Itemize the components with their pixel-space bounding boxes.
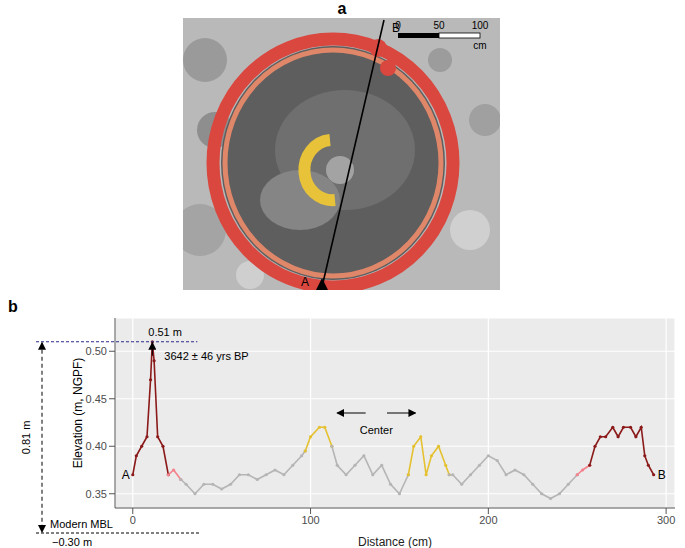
svg-text:−0.30 m: −0.30 m <box>52 536 92 548</box>
svg-text:Elevation (m, NGPF): Elevation (m, NGPF) <box>71 358 85 469</box>
svg-text:B: B <box>658 468 666 482</box>
svg-text:50: 50 <box>433 20 445 31</box>
svg-text:a: a <box>338 0 347 17</box>
svg-text:0.35: 0.35 <box>86 488 107 500</box>
svg-text:0.81 m: 0.81 m <box>20 421 32 455</box>
svg-text:Modern MBL: Modern MBL <box>50 518 113 530</box>
svg-text:A: A <box>122 468 130 482</box>
svg-text:100: 100 <box>301 514 319 526</box>
svg-text:0.40: 0.40 <box>86 440 107 452</box>
svg-text:b: b <box>8 298 18 315</box>
svg-text:cm: cm <box>473 40 486 51</box>
svg-text:0.50: 0.50 <box>86 345 107 357</box>
svg-text:A: A <box>301 275 309 289</box>
svg-text:Center: Center <box>360 424 393 436</box>
svg-text:B: B <box>392 21 400 35</box>
svg-text:0.45: 0.45 <box>86 393 107 405</box>
svg-text:3642 ± 46 yrs BP: 3642 ± 46 yrs BP <box>164 350 248 362</box>
svg-text:300: 300 <box>657 514 675 526</box>
svg-text:200: 200 <box>479 514 497 526</box>
svg-text:100: 100 <box>472 20 489 31</box>
svg-text:Distance (cm): Distance (cm) <box>358 535 432 548</box>
svg-text:0.51 m: 0.51 m <box>148 326 182 338</box>
svg-text:0: 0 <box>130 514 136 526</box>
